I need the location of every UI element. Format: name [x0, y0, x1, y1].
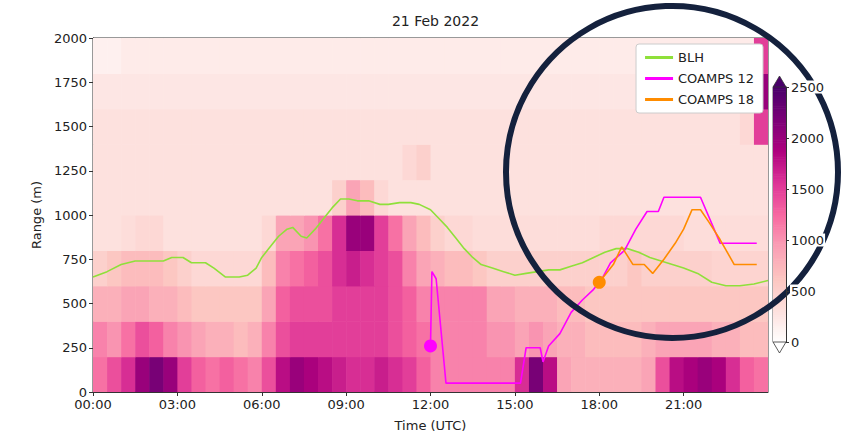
svg-text:1750: 1750 — [54, 75, 87, 90]
svg-text:500: 500 — [62, 296, 87, 311]
svg-text:0: 0 — [78, 384, 87, 400]
svg-text:Range (m): Range (m) — [29, 181, 44, 249]
svg-text:03:00: 03:00 — [159, 397, 196, 412]
svg-text:1500: 1500 — [54, 119, 87, 134]
svg-text:21:00: 21:00 — [665, 397, 702, 412]
svg-text:09:00: 09:00 — [327, 397, 364, 412]
svg-text:06:00: 06:00 — [243, 397, 280, 412]
svg-text:18:00: 18:00 — [581, 397, 618, 412]
svg-text:21 Feb 2022: 21 Feb 2022 — [392, 13, 479, 29]
svg-text:750: 750 — [62, 252, 87, 267]
svg-text:BLH: BLH — [678, 50, 704, 65]
svg-text:1000: 1000 — [54, 208, 87, 223]
svg-text:2500: 2500 — [791, 80, 824, 95]
svg-text:COAMPS 12: COAMPS 12 — [678, 71, 754, 86]
svg-text:12:00: 12:00 — [412, 397, 449, 412]
svg-text:Time (UTC): Time (UTC) — [394, 418, 467, 433]
svg-text:500: 500 — [791, 284, 816, 299]
svg-text:250: 250 — [62, 340, 87, 355]
svg-text:2000: 2000 — [791, 131, 824, 146]
svg-text:0: 0 — [791, 335, 799, 350]
svg-text:15:00: 15:00 — [496, 397, 533, 412]
svg-text:1000: 1000 — [791, 233, 824, 248]
svg-text:1250: 1250 — [54, 163, 87, 178]
svg-text:COAMPS 18: COAMPS 18 — [678, 92, 754, 107]
svg-text:1500: 1500 — [791, 182, 824, 197]
svg-text:00:00: 00:00 — [74, 397, 111, 412]
svg-text:2000: 2000 — [54, 31, 87, 46]
